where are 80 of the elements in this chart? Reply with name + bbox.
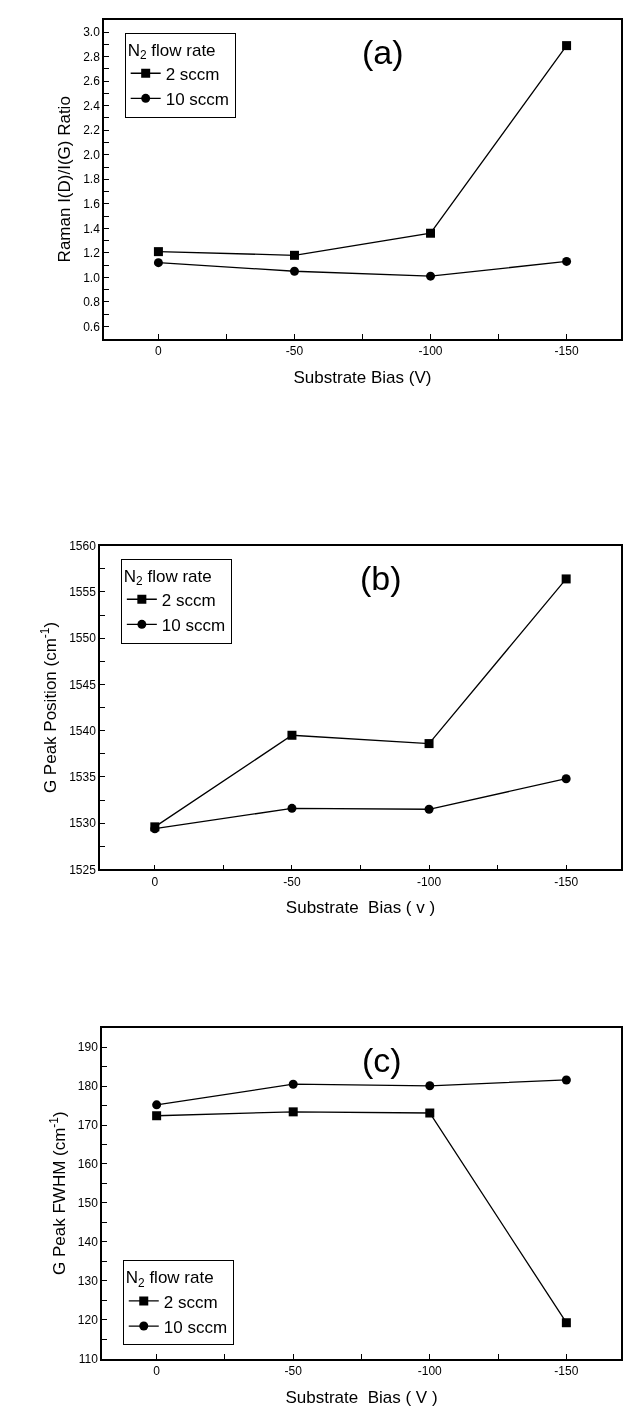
y-tick-label: 170 (77, 1118, 99, 1133)
point (288, 1079, 298, 1089)
annotation: (a) (362, 33, 404, 71)
legend-label: 2 sccm (161, 590, 216, 610)
y-tick-label: 140 (77, 1234, 99, 1249)
y-tick-label: 180 (77, 1079, 99, 1094)
point (425, 1108, 435, 1118)
x-axis-title: Substrate Bias ( v ) (285, 898, 436, 918)
y-tick-label: 150 (77, 1196, 99, 1211)
legend-label: 2 sccm (163, 1292, 218, 1312)
y-tick-label: 0.8 (83, 295, 101, 310)
x-tick-label: 0 (151, 874, 159, 889)
x-tick-label: 0 (153, 1363, 161, 1378)
x-tick-label: -100 (417, 1363, 443, 1378)
y-tick-label: 1.0 (83, 270, 101, 285)
y-tick-label: 110 (78, 1351, 99, 1366)
point (152, 1100, 162, 1110)
x-tick-label: -150 (554, 874, 579, 889)
point (425, 1081, 435, 1091)
y-tick-label: 1550 (69, 631, 97, 646)
y-tick-label: 120 (77, 1312, 99, 1327)
y-tick-label: 2.6 (83, 74, 101, 89)
x-tick-label: -100 (417, 874, 442, 889)
point (562, 256, 572, 266)
y-tick-label: 1.6 (83, 197, 101, 211)
x-tick-label: -50 (285, 343, 304, 358)
point (287, 803, 297, 813)
y-tick-label: 1525 (69, 862, 97, 877)
point (561, 1318, 571, 1328)
y-tick-label: 3.0 (83, 25, 101, 40)
point (561, 574, 571, 584)
legend-label: 10 sccm (165, 90, 229, 109)
point (426, 228, 436, 238)
legend-title: N$_{2}$ flow rate (127, 40, 216, 63)
y-tick-label: 1555 (69, 585, 97, 600)
y-tick-label: 2.0 (83, 147, 101, 162)
y-tick-label: 2.8 (83, 49, 101, 64)
annotation: (c) (362, 1041, 402, 1079)
point (561, 1075, 571, 1085)
y-tick-label: 190 (77, 1040, 99, 1055)
point (424, 804, 434, 814)
legend-label: 2 sccm (165, 64, 220, 84)
point (289, 250, 299, 260)
point (424, 739, 434, 749)
point (562, 41, 572, 51)
x-axis-title: Substrate Bias (V) (293, 367, 432, 387)
point (153, 247, 163, 257)
x-axis-title: Substrate Bias ( V ) (285, 1387, 438, 1407)
y-tick-label: 1530 (69, 816, 97, 831)
y-tick-label: 1535 (69, 770, 97, 785)
y-tick-label: 2.2 (83, 123, 101, 138)
point (152, 1111, 162, 1121)
point (288, 1107, 298, 1117)
y-tick-label: 1560 (69, 538, 97, 553)
legend-title: N$_{2}$ flow rate (123, 566, 212, 589)
y-tick-label: 1540 (69, 723, 97, 738)
point (289, 266, 299, 276)
x-tick-label: -100 (418, 343, 443, 358)
point (561, 774, 571, 784)
point (287, 730, 297, 740)
y-tick-label: 0.6 (83, 319, 101, 334)
y-tick-label: 1.2 (83, 246, 101, 261)
y-axis-title: Raman I(D)/I(G) Ratio (55, 96, 75, 263)
y-tick-label: 160 (77, 1157, 99, 1172)
y-tick-label: 130 (77, 1273, 99, 1288)
x-tick-label: -50 (284, 1363, 303, 1378)
y-tick-label: 1.8 (83, 172, 101, 187)
point (426, 271, 436, 281)
x-tick-label: -150 (554, 1363, 579, 1378)
annotation: (b) (360, 559, 402, 597)
legend-label: 10 sccm (161, 615, 226, 635)
y-tick-label: 2.4 (83, 98, 101, 113)
x-tick-label: 0 (155, 343, 163, 358)
x-tick-label: -150 (554, 343, 579, 358)
y-tick-label: 1.4 (83, 221, 101, 236)
legend-title: N$_{2}$ flow rate (125, 1268, 214, 1290)
point (153, 258, 163, 268)
legend-label: 10 sccm (163, 1317, 228, 1337)
y-tick-label: 1545 (69, 677, 97, 692)
x-tick-label: -50 (283, 874, 301, 889)
